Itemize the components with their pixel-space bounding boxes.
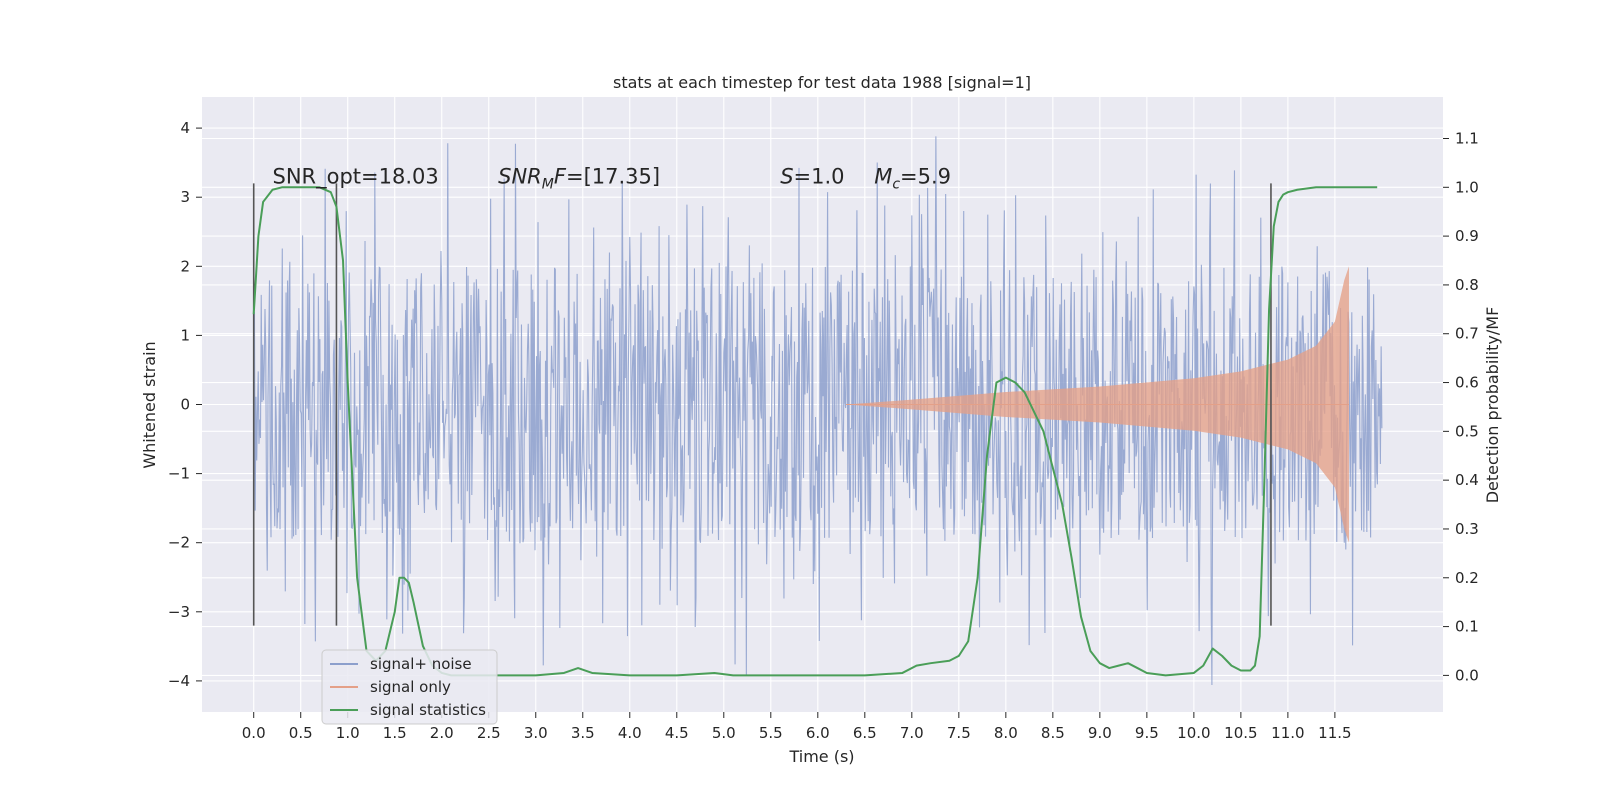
annotation-snr-opt: SNR_opt=18.03 xyxy=(273,164,439,189)
signal-noise-line xyxy=(253,136,1383,686)
signal-only-series xyxy=(846,266,1349,543)
x-tick-label: 11.0 xyxy=(1271,724,1304,742)
annotation-snr-mf: SNRMF=[17.35] xyxy=(498,164,660,192)
x-tick-label: 5.0 xyxy=(712,724,736,742)
y2-tick-label: 0.2 xyxy=(1455,569,1479,587)
y2-tick-label: 0.7 xyxy=(1455,325,1479,343)
x-tick-label: 10.5 xyxy=(1224,724,1257,742)
y2-tick-label: 1.1 xyxy=(1455,129,1479,147)
y2-tick-label: 0.5 xyxy=(1455,422,1479,440)
y-tick-label: 4 xyxy=(180,119,190,137)
x-tick-label: 5.5 xyxy=(759,724,783,742)
y-tick-label: −1 xyxy=(168,465,190,483)
legend-label: signal only xyxy=(370,678,451,696)
x-tick-label: 7.0 xyxy=(900,724,924,742)
annotations: SNR_opt=18.03 SNRMF=[17.35] S=1.0 Mc=5.9 xyxy=(273,164,952,192)
x-tick-label: 8.0 xyxy=(994,724,1018,742)
y2-tick-label: 0.6 xyxy=(1455,374,1479,392)
y2-tick-label: 0.3 xyxy=(1455,520,1479,538)
legend-label: signal+ noise xyxy=(370,655,472,673)
y-tick-label: 3 xyxy=(180,188,190,206)
y2-tick-label: 0.1 xyxy=(1455,618,1479,636)
x-tick-label: 8.5 xyxy=(1041,724,1065,742)
y-tick-label: 0 xyxy=(180,396,190,414)
annotation-mc: Mc=5.9 xyxy=(874,164,951,192)
vertical-markers xyxy=(252,183,1272,626)
y2-tick-label: 1.0 xyxy=(1455,178,1479,196)
x-tick-label: 1.5 xyxy=(383,724,407,742)
y2-tick-label: 0.0 xyxy=(1455,666,1479,684)
legend-box xyxy=(321,649,498,725)
x-tick-label: 1.0 xyxy=(336,724,360,742)
x-tick-label: 4.0 xyxy=(618,724,642,742)
x-tick-label: 3.5 xyxy=(571,724,595,742)
x-tick-label: 7.5 xyxy=(947,724,971,742)
x-tick-label: 9.0 xyxy=(1088,724,1112,742)
y-axis-ticks: 4 3 2 1 0 −1 −2 −3 −4 xyxy=(168,119,202,690)
x-tick-label: 3.0 xyxy=(524,724,548,742)
x-tick-label: 0.5 xyxy=(289,724,313,742)
x-tick-label: 0.0 xyxy=(242,724,266,742)
y-tick-label: −4 xyxy=(168,672,190,690)
chart-title: stats at each timestep for test data 198… xyxy=(613,73,1031,92)
y2-tick-label: 0.8 xyxy=(1455,276,1479,294)
y-tick-label: 1 xyxy=(180,326,190,344)
x-tick-label: 6.0 xyxy=(806,724,830,742)
x-tick-label: 6.5 xyxy=(853,724,877,742)
y2-axis-label: Detection probability/MF xyxy=(1483,307,1502,504)
y2-axis-ticks: 1.1 1.0 0.9 0.8 0.7 0.6 0.5 0.4 0.3 0.2 0.1 0.0 xyxy=(1443,129,1479,684)
annotation-s: S=1.0 xyxy=(780,164,844,188)
y2-tick-label: 0.4 xyxy=(1455,471,1479,489)
x-tick-label: 11.5 xyxy=(1318,724,1351,742)
x-axis-label: Time (s) xyxy=(788,747,854,766)
y-axis-label: Whitened strain xyxy=(140,341,159,468)
legend: signal+ noise signal only signal statistic… xyxy=(321,649,498,725)
x-tick-label: 10.0 xyxy=(1177,724,1210,742)
y-tick-label: 2 xyxy=(180,257,190,275)
y-tick-label: −2 xyxy=(168,534,190,552)
x-tick-label: 9.5 xyxy=(1135,724,1159,742)
x-tick-label: 2.5 xyxy=(477,724,501,742)
y-tick-label: −3 xyxy=(168,603,190,621)
x-tick-label: 4.5 xyxy=(665,724,689,742)
signal-noise-series xyxy=(253,136,1383,686)
x-axis-ticks: 0.0 0.5 1.0 1.5 2.0 2.5 3.0 3.5 4.0 4.5 5.0 5.5 6.0 6… xyxy=(242,712,1352,742)
legend-label: signal statistics xyxy=(370,701,486,719)
y2-tick-label: 0.9 xyxy=(1455,227,1479,245)
x-tick-label: 2.0 xyxy=(430,724,454,742)
